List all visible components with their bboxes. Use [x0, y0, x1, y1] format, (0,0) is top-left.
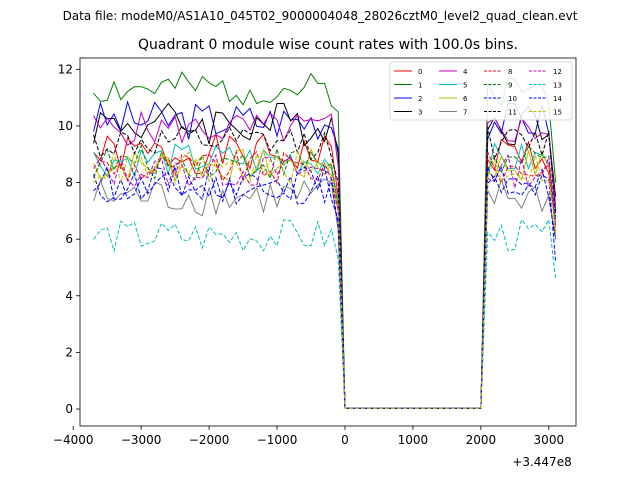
legend-label-11: 11 — [508, 109, 517, 117]
legend-label-2: 2 — [418, 95, 422, 103]
series-line-8 — [93, 150, 557, 409]
series-line-2 — [93, 100, 557, 409]
series-line-9 — [93, 144, 557, 409]
plot-layer — [93, 71, 557, 409]
legend-label-5: 5 — [463, 82, 467, 90]
series-line-4 — [93, 110, 557, 409]
series-line-11 — [93, 125, 557, 409]
series-line-10 — [93, 172, 557, 409]
legend-label-6: 6 — [463, 95, 468, 103]
legend-label-8: 8 — [508, 68, 512, 76]
legend-label-1: 1 — [418, 82, 422, 90]
legend-label-14: 14 — [553, 95, 562, 103]
x-tick-label: 2000 — [466, 433, 497, 447]
legend-label-0: 0 — [418, 68, 422, 76]
x-tick-label: 1000 — [398, 433, 429, 447]
series-line-14 — [93, 164, 557, 409]
x-tick-label: −1000 — [257, 433, 298, 447]
series-line-15 — [93, 150, 557, 409]
chart-title: Quadrant 0 module wise count rates with … — [138, 37, 518, 53]
legend-label-10: 10 — [508, 95, 517, 103]
legend-label-7: 7 — [463, 109, 467, 117]
y-tick-label: 4 — [65, 289, 73, 303]
legend-label-13: 13 — [553, 82, 562, 90]
y-tick-label: 2 — [65, 345, 73, 359]
series-line-3 — [93, 102, 557, 409]
legend-label-12: 12 — [553, 68, 562, 76]
x-tick-label: 0 — [341, 433, 349, 447]
legend-label-9: 9 — [508, 82, 512, 90]
x-offset-label: +3.447e8 — [512, 455, 571, 469]
series-line-7 — [93, 178, 557, 409]
y-tick-label: 10 — [58, 119, 73, 133]
x-tick-label: −4000 — [53, 433, 94, 447]
y-tick-label: 8 — [65, 176, 73, 190]
series-line-13 — [93, 218, 557, 409]
series-line-5 — [93, 142, 557, 409]
x-tick-label: −3000 — [121, 433, 162, 447]
axes-layer: −4000 −3000 −2000 −1000 0 1000 2000 30000246810… — [53, 62, 564, 447]
y-tick-label: 6 — [65, 232, 73, 246]
legend-label-3: 3 — [418, 109, 422, 117]
legend-box — [389, 61, 573, 121]
x-tick-label: 3000 — [534, 433, 565, 447]
data-file-label: Data file: modeM0/AS1A10_045T02_90000040… — [63, 9, 578, 23]
series-line-12 — [93, 153, 557, 409]
legend-label-15: 15 — [553, 109, 562, 117]
plot-frame — [79, 57, 577, 427]
x-tick-label: −2000 — [189, 433, 230, 447]
y-tick-label: 0 — [65, 402, 73, 416]
legend-label-4: 4 — [463, 68, 468, 76]
y-tick-label: 12 — [58, 62, 73, 76]
